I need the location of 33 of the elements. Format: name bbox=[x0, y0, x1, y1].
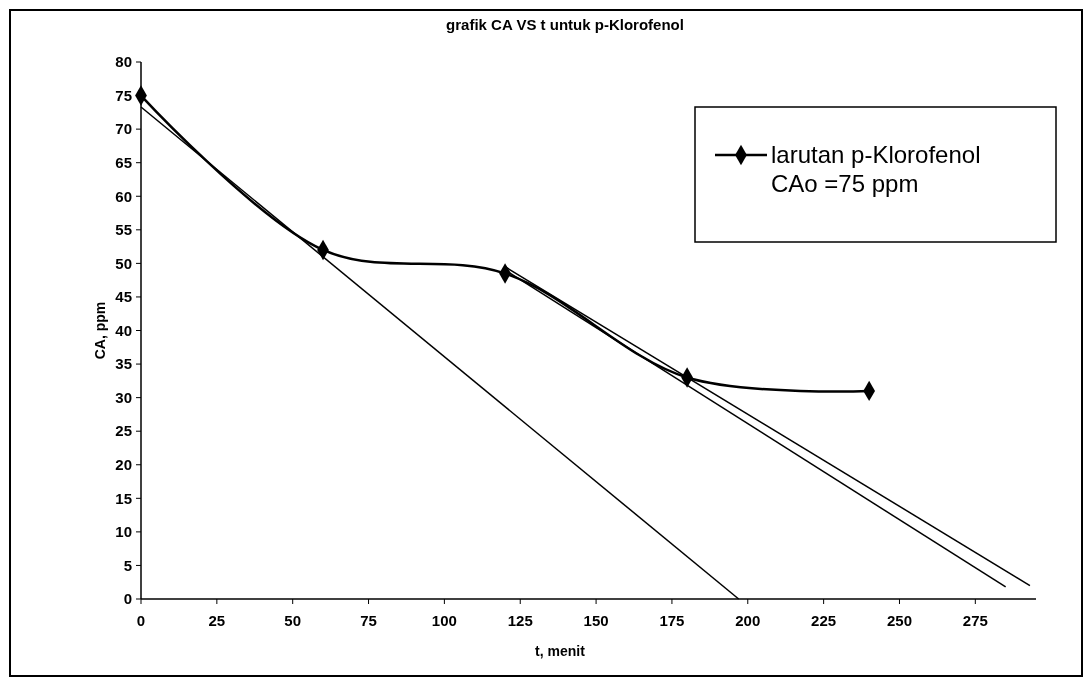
x-tick-label: 275 bbox=[962, 612, 988, 629]
y-tick-label: 40 bbox=[115, 321, 132, 339]
y-tick-label: 35 bbox=[115, 355, 132, 373]
y-tick-label: 45 bbox=[115, 288, 132, 306]
y-tick-label: 55 bbox=[115, 221, 132, 239]
x-tick-label: 175 bbox=[659, 612, 685, 629]
y-tick-label: 80 bbox=[115, 53, 132, 71]
x-tick-label: 0 bbox=[136, 612, 146, 629]
y-tick-label: 60 bbox=[115, 187, 132, 205]
y-tick-label: 65 bbox=[115, 153, 132, 171]
y-tick-label: 15 bbox=[115, 489, 132, 507]
y-axis-title: CA, ppm bbox=[92, 301, 108, 360]
y-tick-label: 30 bbox=[115, 388, 132, 406]
x-tick-label: 200 bbox=[735, 612, 761, 629]
x-tick-label: 50 bbox=[284, 612, 302, 629]
y-tick-label: 75 bbox=[115, 86, 132, 104]
x-axis-title: t, menit bbox=[535, 643, 586, 659]
x-tick-label: 225 bbox=[811, 612, 837, 629]
y-tick-label: 20 bbox=[115, 456, 132, 473]
y-tick-label: 50 bbox=[115, 254, 132, 272]
y-tick-label: 5 bbox=[123, 556, 132, 574]
y-tick-label: 70 bbox=[115, 120, 132, 138]
legend-label: larutan p-Klorofenol CAo =75 ppm bbox=[771, 141, 981, 198]
y-tick-label: 0 bbox=[123, 590, 132, 608]
x-tick-label: 250 bbox=[886, 612, 912, 629]
x-tick-label: 75 bbox=[360, 612, 377, 629]
x-tick-label: 125 bbox=[507, 612, 533, 629]
x-tick-label: 100 bbox=[431, 612, 457, 629]
x-tick-label: 25 bbox=[208, 612, 226, 629]
y-tick-label: 25 bbox=[115, 422, 132, 440]
chart-title: grafik CA VS t untuk p-Klorofenol bbox=[446, 16, 684, 33]
y-tick-label: 10 bbox=[115, 523, 132, 541]
x-tick-label: 150 bbox=[583, 612, 609, 629]
